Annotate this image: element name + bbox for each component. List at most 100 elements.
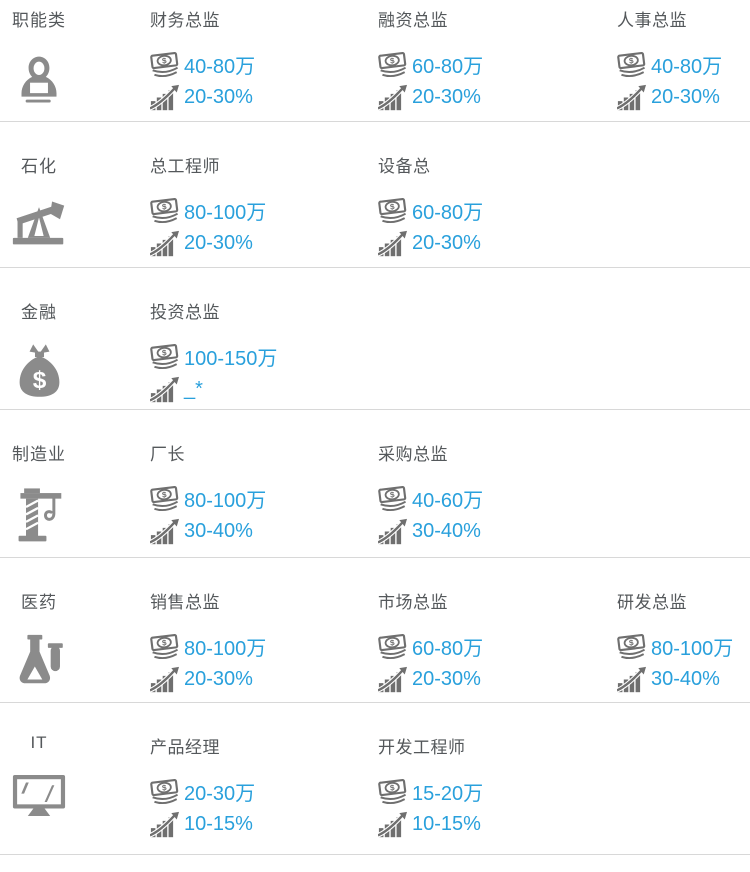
salary-row: $ 80-100万 — [617, 630, 750, 663]
money-icon: $ — [150, 343, 184, 371]
growth-value: 20-30% — [651, 86, 720, 108]
money-icon: $ — [150, 51, 184, 79]
growth-row: _* — [150, 373, 378, 406]
salary-value: 15-20万 — [412, 783, 484, 805]
jobs-group: 产品经理 $ 20-30万 — [150, 733, 750, 854]
growth-value: 20-30% — [184, 232, 253, 254]
job-cell: 投资总监 $ 100-150万 — [150, 298, 378, 409]
growth-row: 20-30% — [150, 81, 378, 114]
category-box: IT — [5, 733, 73, 818]
growth-chart-icon — [150, 376, 184, 403]
svg-text:$: $ — [390, 56, 396, 66]
jobs-group: 财务总监 $ 40-80万 — [150, 6, 750, 121]
salary-row: $ 100-150万 — [150, 340, 378, 373]
job-title: 销售总监 — [150, 593, 220, 612]
category-box: 职能类 — [5, 6, 73, 109]
salary-value: 60-80万 — [412, 56, 484, 78]
svg-text:$: $ — [162, 783, 168, 793]
job-title: 市场总监 — [378, 593, 448, 612]
salary-row: $ 20-30万 — [150, 775, 378, 808]
money-icon: $ — [378, 197, 412, 225]
industry-row: 石化 总工程师 $ — [0, 122, 750, 268]
job-title: 研发总监 — [617, 593, 687, 612]
svg-text:$: $ — [32, 367, 46, 394]
svg-text:$: $ — [162, 638, 168, 648]
growth-chart-icon — [617, 84, 651, 111]
growth-row: 20-30% — [378, 227, 617, 260]
money-icon: $ — [150, 197, 184, 225]
growth-row: 20-30% — [378, 663, 617, 696]
category-cell: 金融 $ — [0, 298, 150, 409]
job-title: 开发工程师 — [378, 738, 466, 757]
category-cell: 制造业 — [0, 440, 150, 557]
growth-row: 10-15% — [378, 808, 617, 841]
jobs-group: 投资总监 $ 100-150万 — [150, 298, 750, 409]
growth-row: 20-30% — [150, 227, 378, 260]
growth-row: 10-15% — [150, 808, 378, 841]
svg-text:$: $ — [162, 348, 168, 358]
svg-text:$: $ — [629, 638, 635, 648]
salary-row: $ 60-80万 — [378, 630, 617, 663]
growth-value: 30-40% — [651, 668, 720, 690]
growth-row: 20-30% — [617, 81, 750, 114]
jobs-group: 总工程师 $ 80-100万 — [150, 152, 750, 267]
growth-chart-icon — [378, 84, 412, 111]
salary-row: $ 80-100万 — [150, 630, 378, 663]
category-box: 石化 — [5, 152, 73, 247]
category-label: IT — [30, 733, 48, 752]
money-icon: $ — [617, 51, 651, 79]
svg-text:$: $ — [390, 202, 396, 212]
growth-row: 20-30% — [378, 81, 617, 114]
salary-value: 40-60万 — [412, 490, 484, 512]
svg-text:$: $ — [390, 638, 396, 648]
salary-value: 80-100万 — [184, 202, 267, 224]
salary-value: 60-80万 — [412, 202, 484, 224]
salary-row: $ 60-80万 — [378, 48, 617, 81]
salary-value: 80-100万 — [184, 490, 267, 512]
salary-value: 80-100万 — [651, 638, 734, 660]
growth-value: 10-15% — [184, 813, 253, 835]
jobs-group: 销售总监 $ 80-100万 — [150, 588, 750, 702]
svg-text:$: $ — [162, 56, 168, 66]
growth-chart-icon — [617, 666, 651, 693]
job-title: 采购总监 — [378, 445, 448, 464]
job-cell: 人事总监 $ 40-80万 — [617, 6, 750, 121]
job-title: 财务总监 — [150, 11, 220, 30]
job-cell: 设备总 $ 60-80万 — [378, 152, 617, 267]
growth-row: 30-40% — [617, 663, 750, 696]
category-label: 制造业 — [12, 445, 66, 464]
job-cell: 融资总监 $ 60-80万 — [378, 6, 617, 121]
office-worker-icon — [5, 51, 73, 109]
money-icon: $ — [617, 633, 651, 661]
job-cell: 采购总监 $ 40-60万 — [378, 440, 617, 557]
svg-text:$: $ — [390, 490, 396, 500]
svg-text:$: $ — [162, 202, 168, 212]
job-cell: 总工程师 $ 80-100万 — [150, 152, 378, 267]
industry-row: 制造业 厂长 $ — [0, 410, 750, 558]
growth-row: 20-30% — [150, 663, 378, 696]
growth-chart-icon — [378, 666, 412, 693]
category-label: 职能类 — [12, 11, 66, 30]
salary-value: 60-80万 — [412, 638, 484, 660]
job-title: 投资总监 — [150, 303, 220, 322]
growth-value: _* — [184, 378, 203, 400]
growth-value: 20-30% — [412, 668, 481, 690]
money-icon: $ — [378, 485, 412, 513]
job-cell: 开发工程师 $ 15-20万 — [378, 733, 617, 854]
tower-crane-icon — [5, 485, 73, 542]
salary-row: $ 40-80万 — [617, 48, 750, 81]
salary-row: $ 40-60万 — [378, 482, 617, 515]
salary-row: $ 60-80万 — [378, 194, 617, 227]
salary-row: $ 15-20万 — [378, 775, 617, 808]
category-label: 金融 — [21, 303, 57, 322]
growth-value: 30-40% — [412, 520, 481, 542]
growth-value: 10-15% — [412, 813, 481, 835]
category-box: 医药 — [5, 588, 73, 687]
job-cell: 研发总监 $ 80-100万 — [617, 588, 750, 702]
oil-pump-icon — [5, 197, 73, 247]
job-cell: 市场总监 $ 60-80万 — [378, 588, 617, 702]
salary-row: $ 80-100万 — [150, 194, 378, 227]
salary-row: $ 80-100万 — [150, 482, 378, 515]
job-cell: 产品经理 $ 20-30万 — [150, 733, 378, 854]
category-cell: 医药 — [0, 588, 150, 702]
